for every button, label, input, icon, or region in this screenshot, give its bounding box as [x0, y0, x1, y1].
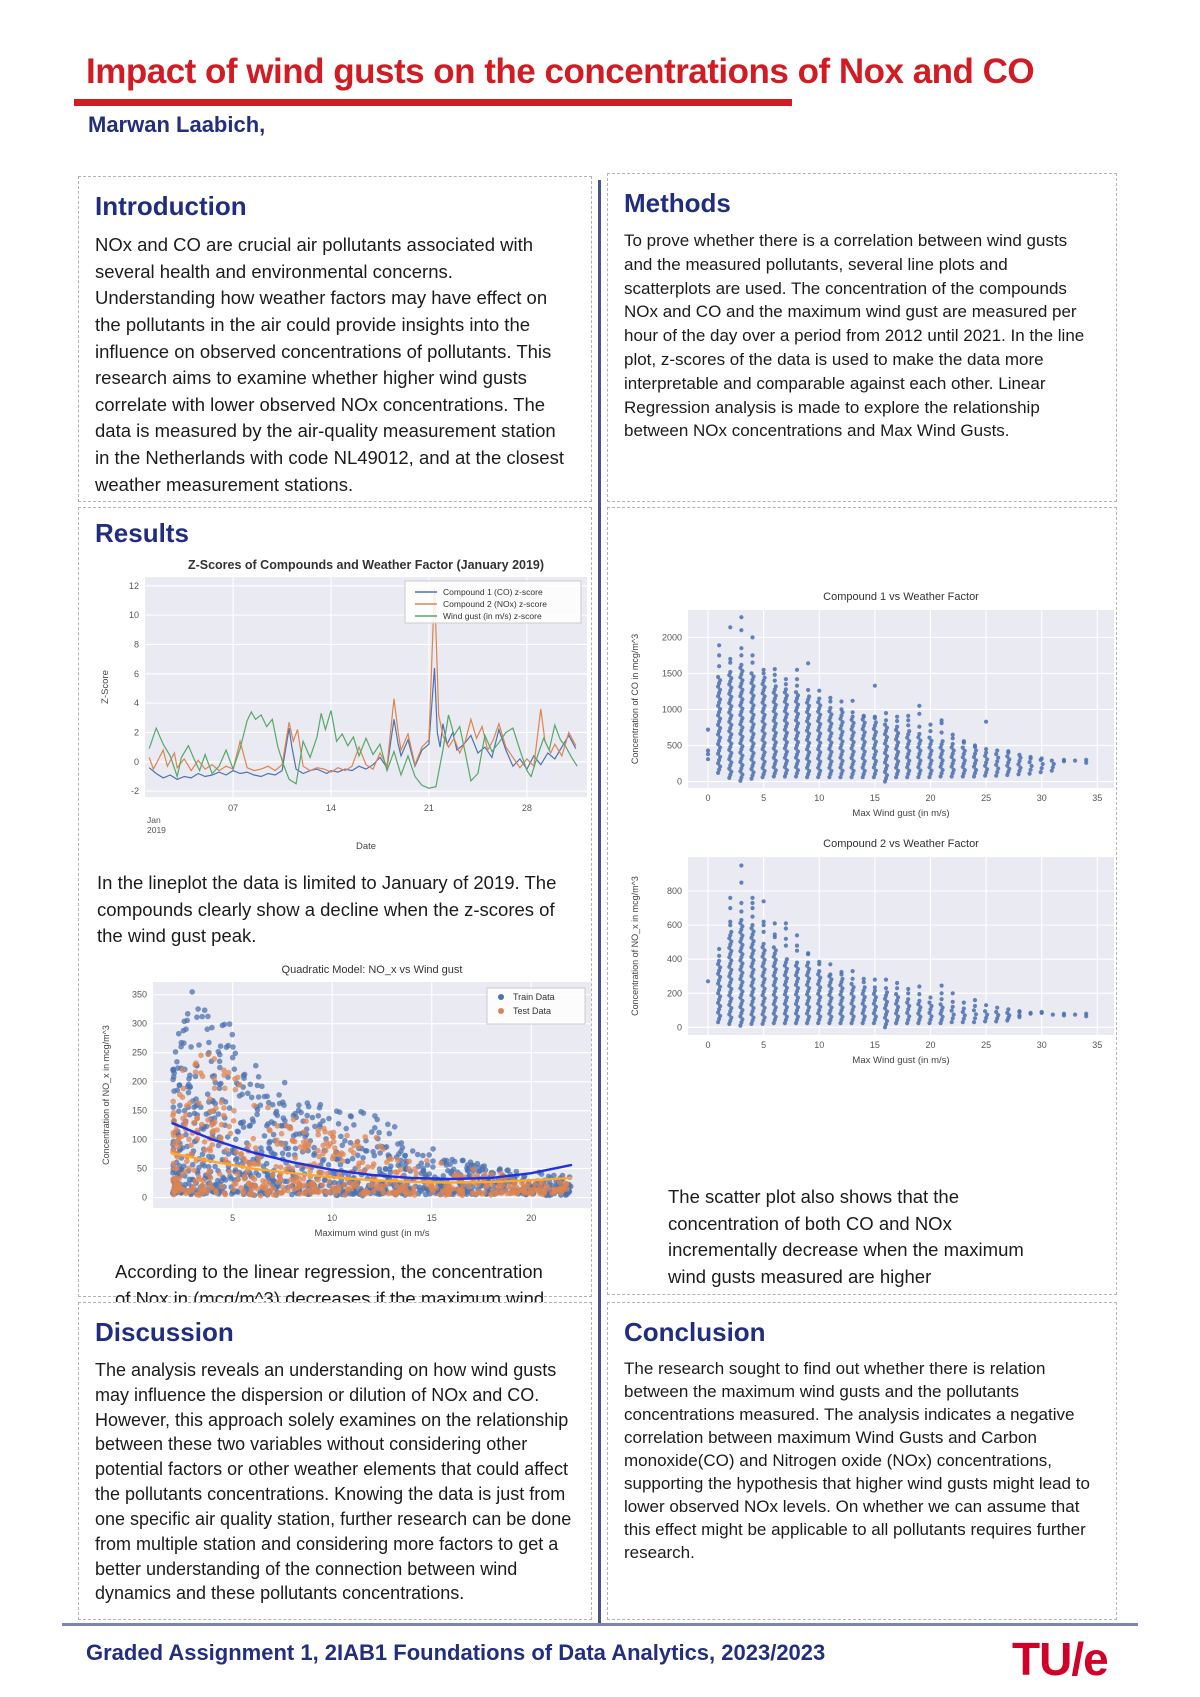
svg-text:8: 8	[134, 639, 139, 649]
svg-text:14: 14	[326, 803, 336, 813]
svg-text:0: 0	[677, 1022, 682, 1032]
scatter-panel: Compound 1 vs Weather Factor 0 500 1000 1500…	[607, 507, 1117, 1295]
svg-text:Z-Score: Z-Score	[100, 670, 111, 704]
svg-text:Concentration of CO in mcg/m^3: Concentration of CO in mcg/m^3	[630, 634, 640, 764]
svg-text:10: 10	[814, 1040, 824, 1050]
svg-text:Train Data: Train Data	[513, 992, 555, 1002]
scatter-caption: The scatter plot also shows that the con…	[668, 1186, 1024, 1287]
svg-text:1500: 1500	[662, 668, 682, 678]
svg-text:350: 350	[132, 990, 147, 1000]
svg-text:15: 15	[870, 793, 880, 803]
svg-text:0: 0	[142, 1192, 147, 1202]
svg-text:12: 12	[129, 581, 139, 591]
svg-text:5: 5	[761, 793, 766, 803]
svg-text:Compound 1 vs Weather Factor: Compound 1 vs Weather Factor	[823, 591, 979, 603]
svg-text:Z-Scores of Compounds and Weat: Z-Scores of Compounds and Weather Factor…	[188, 559, 544, 572]
svg-text:Wind gust (in m/s) z-score: Wind gust (in m/s) z-score	[443, 611, 542, 621]
svg-text:0: 0	[706, 1040, 711, 1050]
footer-divider	[62, 1623, 1138, 1626]
svg-text:35: 35	[1092, 1040, 1102, 1050]
svg-text:5: 5	[761, 1040, 766, 1050]
svg-text:250: 250	[132, 1048, 147, 1058]
author-name: Marwan Laabich,	[88, 112, 266, 137]
svg-text:07: 07	[228, 803, 238, 813]
discussion-panel: Discussion The analysis reveals an under…	[78, 1302, 592, 1620]
methods-panel: Methods To prove whether there is a corr…	[607, 173, 1117, 502]
methods-body: To prove whether there is a correlation …	[624, 231, 1085, 441]
svg-text:Test Data: Test Data	[513, 1006, 551, 1016]
svg-text:400: 400	[667, 954, 682, 964]
svg-text:2000: 2000	[662, 632, 682, 642]
svg-text:10: 10	[129, 610, 139, 620]
svg-text:500: 500	[667, 740, 682, 750]
svg-text:Maximum wind gust (in m/s: Maximum wind gust (in m/s	[314, 1228, 429, 1239]
svg-text:100: 100	[132, 1134, 147, 1144]
svg-text:Compound 2 vs Weather Factor: Compound 2 vs Weather Factor	[823, 838, 979, 850]
svg-text:4: 4	[134, 698, 139, 708]
svg-text:-2: -2	[131, 786, 139, 796]
svg-text:Max Wind gust (in m/s): Max Wind gust (in m/s)	[852, 1055, 949, 1066]
svg-text:20: 20	[925, 1040, 935, 1050]
svg-text:0: 0	[706, 793, 711, 803]
svg-text:200: 200	[132, 1077, 147, 1087]
svg-text:1000: 1000	[662, 704, 682, 714]
svg-text:25: 25	[981, 793, 991, 803]
conclusion-panel: Conclusion The research sought to find o…	[607, 1302, 1117, 1620]
svg-text:35: 35	[1092, 793, 1102, 803]
svg-text:30: 30	[1037, 1040, 1047, 1050]
column-divider	[598, 180, 601, 1623]
svg-text:300: 300	[132, 1019, 147, 1029]
nox-scatter-figure: Compound 2 vs Weather Factor 0 200 400 600 80…	[624, 835, 1114, 1082]
quadratic-model-figure: Quadratic Model: NO_x vs Wind gust 0 50 100…	[95, 962, 591, 1251]
conclusion-heading: Conclusion	[624, 1317, 766, 1347]
tue-logo: TU/e	[1012, 1633, 1109, 1685]
svg-text:15: 15	[870, 1040, 880, 1050]
svg-text:21: 21	[424, 803, 434, 813]
methods-heading: Methods	[624, 188, 731, 218]
conclusion-body: The research sought to find out whether …	[624, 1359, 1090, 1562]
svg-text:25: 25	[981, 1040, 991, 1050]
svg-text:6: 6	[134, 669, 139, 679]
svg-text:28: 28	[522, 803, 532, 813]
svg-text:10: 10	[327, 1213, 337, 1223]
svg-text:0: 0	[677, 777, 682, 787]
footer-course-text: Graded Assignment 1, 2IAB1 Foundations o…	[86, 1640, 826, 1665]
lineplot-caption: In the lineplot the data is limited to J…	[97, 872, 557, 947]
results-heading: Results	[95, 518, 189, 548]
svg-text:Max Wind gust (in m/s): Max Wind gust (in m/s)	[852, 808, 949, 819]
svg-text:15: 15	[427, 1213, 437, 1223]
svg-text:Compound 2 (NOx) z-score: Compound 2 (NOx) z-score	[443, 599, 547, 609]
co-scatter-figure: Compound 1 vs Weather Factor 0 500 1000 1500…	[624, 588, 1114, 835]
zscore-lineplot-figure: Z-Scores of Compounds and Weather Factor…	[95, 558, 587, 864]
svg-text:2019: 2019	[147, 825, 166, 835]
svg-text:50: 50	[137, 1163, 147, 1173]
svg-text:Quadratic Model: NO_x vs Wind: Quadratic Model: NO_x vs Wind gust	[282, 964, 463, 976]
svg-text:Jan: Jan	[147, 815, 161, 825]
svg-text:10: 10	[814, 793, 824, 803]
title-underline-decoration	[74, 99, 792, 106]
svg-text:2: 2	[134, 727, 139, 737]
introduction-heading: Introduction	[95, 191, 247, 221]
results-panel: Results Z-Scores of Compounds and Weathe…	[78, 507, 592, 1335]
svg-text:0: 0	[134, 757, 139, 767]
svg-text:Compound 1 (CO) z-score: Compound 1 (CO) z-score	[443, 587, 543, 597]
svg-text:Date: Date	[356, 841, 376, 852]
svg-text:20: 20	[526, 1213, 536, 1223]
svg-text:200: 200	[667, 988, 682, 998]
page-title: Impact of wind gusts on the concentratio…	[86, 52, 1035, 91]
svg-text:600: 600	[667, 920, 682, 930]
svg-text:20: 20	[925, 793, 935, 803]
svg-text:150: 150	[132, 1106, 147, 1116]
svg-text:Concentration of NO_x in mcg/m: Concentration of NO_x in mcg/m^3	[630, 876, 640, 1016]
svg-text:5: 5	[230, 1213, 235, 1223]
discussion-body: The analysis reveals an understanding on…	[95, 1360, 572, 1604]
introduction-panel: Introduction NOx and CO are crucial air …	[78, 176, 592, 502]
svg-text:30: 30	[1037, 793, 1047, 803]
introduction-body: NOx and CO are crucial air pollutants as…	[95, 234, 564, 495]
svg-text:800: 800	[667, 886, 682, 896]
svg-text:Concentration of NO_x in mcg/m: Concentration of NO_x in mcg/m^3	[101, 1025, 111, 1165]
discussion-heading: Discussion	[95, 1317, 234, 1347]
